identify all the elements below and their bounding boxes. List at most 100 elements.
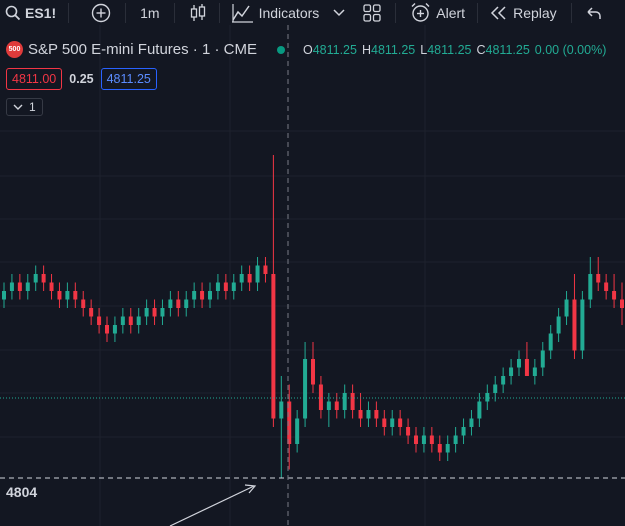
candle-body [350,393,355,410]
candle-body [517,359,521,368]
plus-circle-icon [91,3,111,22]
candle-body [239,274,244,283]
indicators-button[interactable]: Indicators [220,0,328,25]
candle-body [588,274,593,300]
candle-body [406,427,411,436]
candle-body [192,291,197,300]
price-chart[interactable] [0,25,625,526]
layouts-button[interactable] [359,0,395,25]
symbol-legend[interactable]: 500 S&P 500 E-mini Futures · 1 · CME O48… [6,41,611,58]
alarm-clock-icon [411,3,430,22]
toolbar-divider [570,2,572,23]
chevron-down-icon [333,8,345,16]
low-value: 4811.25 [427,42,472,57]
candle-body [612,291,617,300]
candle-body [247,274,252,283]
candle-body [620,299,624,308]
candle-body [41,274,46,283]
candle-body [382,418,387,427]
candle-body [184,299,189,308]
candle-body [318,384,323,410]
replay-label: Replay [513,4,557,21]
candle-body [461,427,466,436]
indicators-label: Indicators [258,4,320,21]
toolbar-divider [125,2,127,23]
replay-button[interactable]: Replay [478,0,571,25]
candle-body [215,282,220,291]
candle-body [548,333,553,351]
candle-body [81,299,86,308]
candle-body [532,367,537,376]
candle-body [128,316,133,325]
candle-body [120,316,125,325]
candle-body [469,418,474,427]
toolbar-divider [173,2,175,23]
candle-body [255,265,260,283]
candle-body [445,444,450,453]
toolbar-divider [68,2,70,23]
symbol-title: S&P 500 E-mini Futures · 1 · CME [28,41,257,58]
rewind-icon [491,5,506,20]
candle-body [105,325,109,334]
candle-body [311,359,315,385]
candle-body [485,393,490,402]
alert-button[interactable]: Alert [396,0,477,25]
candlestick-series [2,155,624,478]
candle-body [429,435,434,444]
candle-body [303,359,308,419]
spread-value: 0.25 [69,72,94,86]
indicator-count: 1 [29,100,36,114]
candle-body [200,291,205,300]
toolbar-divider [395,2,397,23]
toolbar-divider [477,2,479,23]
candle-body [398,418,403,427]
candle-body [89,308,94,317]
undo-button[interactable] [572,0,610,25]
collapse-indicators-button[interactable]: 1 [6,98,43,116]
interval-button[interactable]: 1m [126,0,173,25]
candle-body [477,401,482,419]
candle-body [326,401,331,410]
chart-type-button[interactable] [175,0,219,25]
candle-body [25,282,30,291]
symbol-search-button[interactable]: ES1! [0,0,68,25]
candle-body [596,274,601,283]
candle-body [231,282,236,291]
candle-body [390,418,395,427]
toolbar-divider [218,2,220,23]
candle-body [9,282,14,291]
candle-body [112,325,117,334]
candle-body [334,401,339,410]
chevron-down-icon [13,104,23,110]
candle-body [33,274,38,283]
candle-body [136,316,141,325]
candle-body [414,435,418,444]
high-key: H [361,42,371,57]
candle-body [263,265,268,274]
candlestick-icon [190,3,205,21]
candle-body [57,291,62,300]
indicators-icon [231,3,253,23]
candle-body [208,291,212,300]
market-status-dot[interactable] [276,45,285,54]
candle-body [604,282,609,291]
candle-body [144,308,149,317]
search-icon [5,5,21,20]
candle-body [374,410,379,419]
open-key: O [302,42,313,57]
ohlc-values: O4811.25 H4811.25 L4811.25 C4811.25 0.00 (0.… [303,43,611,57]
candle-body [176,299,181,308]
candle-body [168,299,173,308]
candle-body [152,308,157,317]
sell-price-button[interactable]: 4811.00 [6,68,63,90]
candle-body [295,418,300,444]
buy-price-button[interactable]: 4811.25 [100,68,157,90]
candle-body [501,376,506,385]
candle-body [524,359,529,376]
candle-body [65,291,70,300]
alert-label: Alert [436,4,466,21]
candle-body [509,367,514,376]
indicators-dropdown-button[interactable] [327,0,359,25]
compare-symbol-button[interactable] [69,0,125,25]
quote-buttons: 4811.00 0.25 4811.25 [6,68,157,90]
